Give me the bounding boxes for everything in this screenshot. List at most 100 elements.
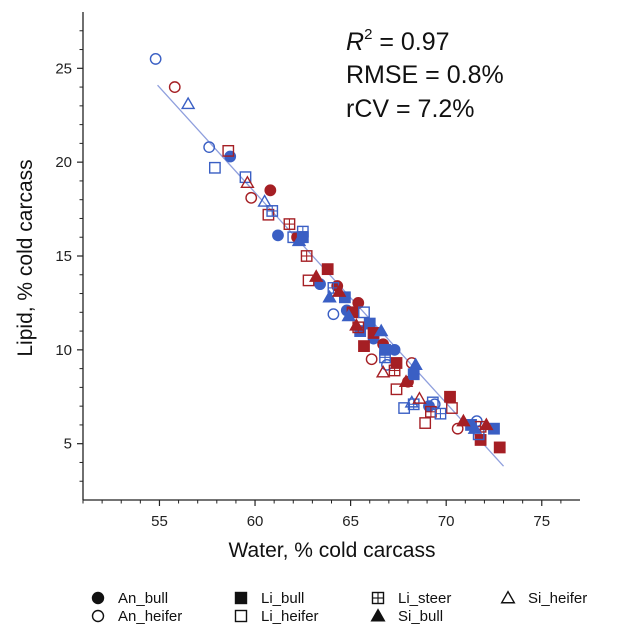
point-Li_steer xyxy=(266,205,279,217)
point-Li_heifer xyxy=(239,171,252,184)
x-tick-label-60: 60 xyxy=(247,513,264,530)
legend-label-Li_heifer: Li_heifer xyxy=(261,608,319,625)
point-Si_bull xyxy=(349,318,364,331)
point-An_bull xyxy=(264,184,277,197)
legend-label-Li_bull: Li_bull xyxy=(261,590,304,607)
y-tick-label-5: 5 xyxy=(64,436,72,453)
series-An_bull xyxy=(224,150,435,413)
legend-item-Li_steer: Li_steer xyxy=(371,590,451,607)
point-Li_bull xyxy=(444,390,456,403)
point-Li_heifer xyxy=(358,306,370,319)
point-Si_bull xyxy=(408,357,423,371)
regression-line xyxy=(157,84,505,467)
point-Li_heifer xyxy=(419,417,432,429)
point-An_heifer xyxy=(365,353,378,366)
legend-marker-Li_bull-box xyxy=(234,591,248,605)
data-points xyxy=(149,53,506,454)
point-Li_heifer-box xyxy=(398,402,411,414)
legend-label-An_bull: An_bull xyxy=(118,590,168,607)
point-Li_bull-box xyxy=(321,263,334,276)
legend-label-Si_heifer: Si_heifer xyxy=(528,590,587,607)
r2-superscript: 2 xyxy=(364,26,372,43)
point-Li_steer xyxy=(388,364,401,377)
point-An_bull xyxy=(388,343,401,356)
y-tick-label-25: 25 xyxy=(55,60,72,77)
point-Li_heifer-box xyxy=(239,171,252,184)
point-Li_bull xyxy=(493,441,506,454)
point-Li_bull-box xyxy=(390,357,403,369)
point-Li_heifer xyxy=(390,383,403,396)
point-Si_bull xyxy=(341,308,356,322)
ticks: 55 60 65 70 75 5 10 15 20 25 xyxy=(55,30,562,530)
point-Li_heifer xyxy=(208,161,221,174)
legend-marker-Si_bull xyxy=(370,608,386,622)
point-An_heifer xyxy=(149,53,162,65)
point-Li_heifer-box xyxy=(262,208,275,221)
point-Li_heifer xyxy=(426,396,439,409)
point-Li_heifer-box xyxy=(446,402,458,414)
legend-label-Si_bull: Si_bull xyxy=(398,608,443,625)
point-Li_steer xyxy=(379,351,391,364)
point-Li_steer xyxy=(300,250,313,262)
legend-item-An_heifer: An_heifer xyxy=(91,608,182,625)
point-Li_heifer xyxy=(446,402,458,414)
point-Si_bull xyxy=(374,323,389,337)
point-Si_heifer xyxy=(180,96,196,110)
point-An_heifer xyxy=(203,141,216,154)
series-Si_heifer xyxy=(180,96,427,408)
series-Si_bull xyxy=(291,233,494,434)
legend-item-Li_bull: Li_bull xyxy=(234,590,304,607)
y-axis-title: Lipid, % cold carcass xyxy=(14,159,37,356)
legend-marker-Li_heifer xyxy=(234,609,248,623)
point-Li_heifer-box xyxy=(208,161,221,174)
point-Li_bull xyxy=(338,291,351,304)
x-tick-label-75: 75 xyxy=(533,513,550,530)
point-Li_bull-box xyxy=(444,390,456,403)
point-Li_heifer xyxy=(262,208,275,221)
legend-item-An_bull: An_bull xyxy=(91,590,168,607)
stats-annotations: R2 = 0.97 RMSE = 0.8% rCV = 7.2% xyxy=(346,26,504,123)
point-Si_bull xyxy=(331,284,347,297)
legend-marker-Li_steer xyxy=(371,591,385,605)
legend-marker-An_bull xyxy=(91,591,105,605)
point-Li_heifer-box xyxy=(426,396,439,409)
legend-marker-Li_heifer-box xyxy=(234,609,248,623)
point-Si_heifer xyxy=(375,364,391,378)
point-Li_heifer-box xyxy=(358,306,370,319)
point-Li_bull-box xyxy=(358,340,370,352)
x-axis-title: Water, % cold carcass xyxy=(229,539,436,562)
point-An_heifer xyxy=(168,81,181,93)
y-tick-label-10: 10 xyxy=(55,342,72,359)
point-Li_steer xyxy=(283,218,296,230)
point-Li_bull xyxy=(358,340,370,352)
r2-label: R xyxy=(346,28,364,56)
point-An_heifer xyxy=(327,308,340,321)
point-Si_heifer xyxy=(240,175,255,188)
point-Li_heifer-box xyxy=(419,417,432,429)
point-Si_bull xyxy=(398,374,414,387)
series-Li_heifer xyxy=(208,144,485,441)
legend-marker-An_heifer xyxy=(91,609,105,623)
point-Si_heifer xyxy=(412,391,427,404)
point-Li_heifer-box xyxy=(222,144,235,157)
point-An_bull xyxy=(272,229,284,242)
point-Li_heifer xyxy=(398,402,411,414)
point-Si_bull xyxy=(456,413,471,427)
x-tick-label-70: 70 xyxy=(438,513,455,530)
rcv-annotation: rCV = 7.2% xyxy=(346,95,475,123)
point-Li_heifer xyxy=(222,144,235,157)
point-Si_bull xyxy=(309,269,324,282)
legend-item-Si_heifer: Si_heifer xyxy=(500,590,587,607)
point-Si_bull xyxy=(291,233,307,247)
point-Si_bull xyxy=(467,421,483,434)
r-squared-annotation: R2 = 0.97 xyxy=(346,26,450,56)
y-tick-label-15: 15 xyxy=(55,248,72,265)
legend-marker-Si_heifer xyxy=(500,590,516,604)
point-Li_steer xyxy=(434,407,447,420)
x-tick-label-55: 55 xyxy=(151,513,168,530)
point-Li_bull xyxy=(390,357,403,369)
point-Si_heifer xyxy=(257,194,272,207)
legend-marker-Li_bull xyxy=(234,591,248,605)
